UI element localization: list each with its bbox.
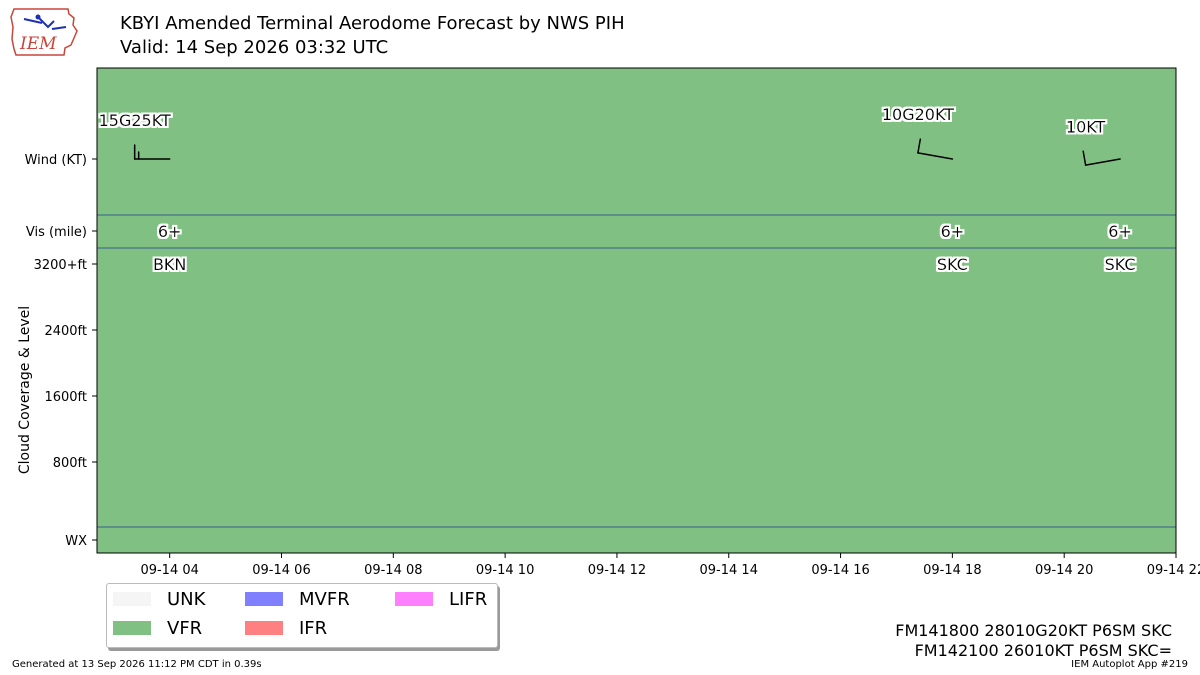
y-axis-label: Cloud Coverage & Level <box>17 306 33 474</box>
raw-taf-line: FM142100 26010KT P6SM SKC= <box>914 641 1172 660</box>
x-tick-label: 09-14 14 <box>700 563 758 578</box>
x-tick-label: 09-14 22 <box>1147 563 1200 578</box>
x-tick-label: 09-14 18 <box>923 563 981 578</box>
y-tick-label-wind: Wind (KT) <box>25 153 87 168</box>
legend-swatch <box>245 592 283 606</box>
legend-item-mvfr: MVFR <box>245 587 350 611</box>
legend-label: IFR <box>299 617 328 639</box>
logo-text: IEM <box>19 34 57 54</box>
legend-label: LIFR <box>449 588 488 610</box>
wind-label: 10G20KT <box>882 105 954 124</box>
x-axis-ticks: 09-14 04 09-14 06 09-14 08 09-14 10 09-14 12… <box>140 553 1200 578</box>
y-tick-label-cloud: 3200+ft <box>34 258 87 273</box>
x-tick-label: 09-14 08 <box>364 563 422 578</box>
y-tick-label-cloud: 1600ft <box>44 390 87 405</box>
x-tick-label: 09-14 06 <box>252 563 310 578</box>
legend-label: UNK <box>167 588 206 610</box>
legend-item-unk: UNK <box>113 587 205 611</box>
wind-barb-shaft <box>917 152 954 160</box>
cloud-label: SKC <box>937 255 968 274</box>
cloud-label: BKN <box>153 255 186 274</box>
wind-barb <box>1082 150 1121 166</box>
x-tick-label: 09-14 12 <box>588 563 646 578</box>
wind-label: 15G25KT <box>99 111 171 130</box>
chart-subtitle: Valid: 14 Sep 2026 03:32 UTC <box>120 37 389 58</box>
autoplot-app-id: IEM Autoplot App #219 <box>1071 659 1188 670</box>
y-tick-label-cloud: 800ft <box>53 456 87 471</box>
plot-background <box>97 68 1176 553</box>
x-tick-label: 09-14 10 <box>476 563 534 578</box>
wind-barb <box>133 144 171 160</box>
raw-taf-line: FM141800 28010G20KT P6SM SKC <box>895 621 1172 640</box>
wind-label: 10KT <box>1066 117 1106 136</box>
iem-logo: IEM <box>10 8 78 56</box>
wind-barb-full <box>1082 150 1087 166</box>
wind-barb-full <box>917 138 922 154</box>
x-tick-label: 09-14 16 <box>811 563 869 578</box>
legend-item-vfr: VFR <box>113 616 202 640</box>
legend-swatch <box>245 621 283 635</box>
legend-item-lifr: LIFR <box>395 587 487 611</box>
legend-swatch <box>113 592 151 606</box>
wind-barb <box>917 138 954 160</box>
legend: UNK MVFR LIFR VFR IFR <box>106 583 498 648</box>
vis-label: 6+ <box>941 222 965 241</box>
legend-label: MVFR <box>299 588 350 610</box>
y-axis-ticks: Wind (KT) Vis (mile) 3200+ft 2400ft 1600ft 80… <box>25 153 97 549</box>
x-tick-label: 09-14 04 <box>140 563 198 578</box>
legend-swatch <box>395 592 433 606</box>
chart-title: KBYI Amended Terminal Aerodome Forecast … <box>120 13 625 34</box>
wind-barb-shaft <box>1084 158 1121 166</box>
plot-frame <box>96 67 1177 554</box>
x-tick-label: 09-14 20 <box>1035 563 1093 578</box>
vis-label: 6+ <box>1108 222 1132 241</box>
legend-item-ifr: IFR <box>245 616 327 640</box>
vis-label: 6+ <box>158 222 182 241</box>
y-tick-label-vis: Vis (mile) <box>26 225 87 240</box>
y-tick-label-cloud: 2400ft <box>44 324 87 339</box>
generated-timestamp: Generated at 13 Sep 2026 11:12 PM CDT in… <box>12 659 262 670</box>
legend-label: VFR <box>167 617 203 639</box>
forecast-marks: 15G25KT 6+ BKN 10G20KT 6+ SKC 10KT 6+ SKC <box>99 105 1136 274</box>
legend-swatch <box>113 621 151 635</box>
cloud-label: SKC <box>1105 255 1136 274</box>
y-tick-label-wx: WX <box>65 534 87 549</box>
